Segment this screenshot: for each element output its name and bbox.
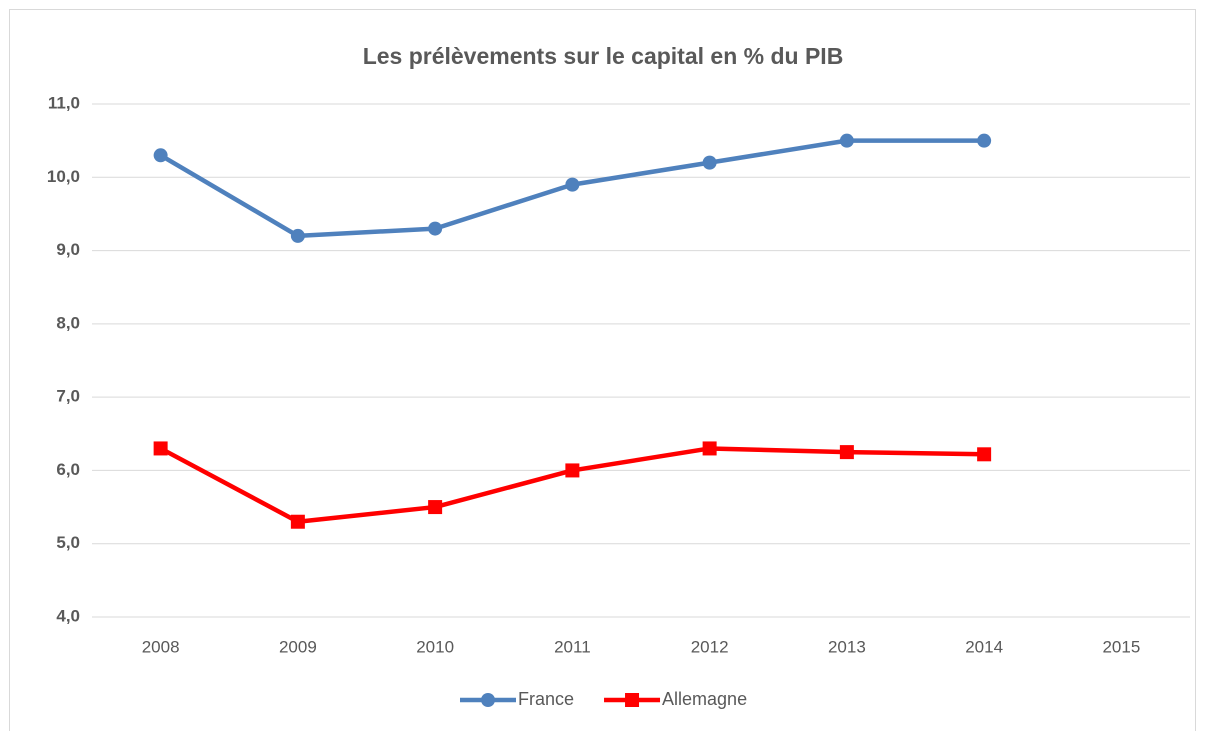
y-tick-label: 8,0	[56, 313, 80, 332]
y-tick-label: 6,0	[56, 460, 80, 479]
marker	[428, 500, 443, 515]
marker	[153, 148, 168, 163]
x-tick-label: 2015	[1102, 637, 1140, 656]
x-tick-label: 2014	[965, 637, 1003, 656]
marker	[977, 447, 992, 462]
x-tick-label: 2013	[828, 637, 866, 656]
marker	[565, 463, 580, 478]
legend-marker	[481, 693, 495, 707]
x-tick-label: 2010	[416, 637, 454, 656]
marker	[839, 445, 854, 460]
marker	[977, 133, 992, 148]
y-tick-label: 10,0	[47, 167, 80, 186]
marker	[702, 155, 717, 170]
marker	[839, 133, 854, 148]
y-tick-label: 11,0	[48, 93, 80, 112]
y-tick-label: 4,0	[56, 606, 80, 625]
y-tick-label: 9,0	[56, 240, 80, 259]
chart-frame	[9, 9, 1196, 731]
marker	[565, 177, 580, 192]
marker	[428, 221, 443, 236]
marker	[702, 441, 717, 456]
legend-marker	[625, 693, 640, 707]
x-tick-label: 2008	[142, 637, 180, 656]
x-tick-label: 2011	[554, 637, 591, 656]
marker	[153, 441, 168, 456]
y-tick-label: 7,0	[56, 387, 80, 406]
x-tick-label: 2009	[279, 637, 317, 656]
chart-title: Les prélèvements sur le capital en % du …	[363, 43, 844, 69]
marker	[290, 228, 305, 243]
legend-label: France	[518, 689, 574, 709]
x-tick-label: 2012	[691, 637, 729, 656]
marker	[290, 514, 305, 529]
legend-label: Allemagne	[662, 689, 747, 709]
y-tick-label: 5,0	[56, 533, 80, 552]
